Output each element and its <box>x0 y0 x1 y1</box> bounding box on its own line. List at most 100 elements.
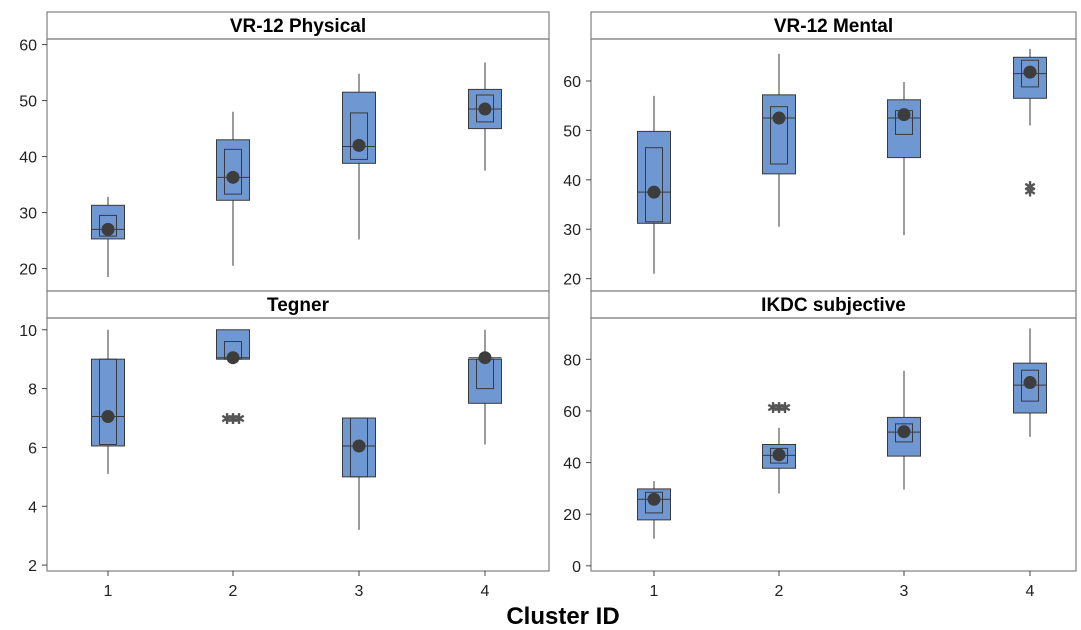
panel-strip <box>590 290 1077 319</box>
box-cluster-2: ✱✱✱ <box>762 399 796 494</box>
box-cluster-2: ✱✱✱ <box>216 329 250 428</box>
box-cluster-2 <box>762 53 796 227</box>
median-ci-box <box>895 423 913 443</box>
panel-title: VR-12 Physical <box>230 16 366 37</box>
box-cluster-4: ✱✱ <box>1013 48 1047 201</box>
plot-frame <box>46 317 550 572</box>
box-cluster-1 <box>637 95 671 274</box>
plot-frame <box>590 317 1077 572</box>
median-ci-box <box>645 147 663 223</box>
panel-strip <box>46 11 550 40</box>
panel-title: Tegner <box>267 295 330 316</box>
median-ci-box <box>224 148 242 195</box>
median-ci-box <box>99 214 117 237</box>
mean-marker <box>352 138 366 152</box>
mean-marker <box>101 222 115 236</box>
x-tick-label: 1 <box>104 583 113 600</box>
panel-1: VR-12 Physical 20 30 40 50 60 <box>19 11 550 292</box>
median-ci-box <box>645 491 663 514</box>
outlier-marker: ✱ <box>779 399 792 417</box>
median-ci-box <box>350 112 368 160</box>
box-cluster-3 <box>342 417 376 530</box>
box-cluster-2 <box>216 111 250 266</box>
y-tick-label: 8 <box>28 382 37 399</box>
median-ci-box <box>476 94 494 123</box>
mean-marker <box>226 351 240 365</box>
box-cluster-4 <box>1013 328 1047 437</box>
mean-marker <box>772 448 786 462</box>
outlier-marker: ✱ <box>227 410 240 428</box>
y-tick-label: 80 <box>563 352 581 369</box>
mean-marker <box>647 492 661 506</box>
y-tick-label: 50 <box>563 123 581 140</box>
mean-marker <box>772 111 786 125</box>
panel-strip <box>46 290 550 319</box>
iqr-box <box>468 358 502 404</box>
mean-marker <box>352 439 366 453</box>
y-tick-label: 30 <box>19 206 37 223</box>
iqr-box <box>342 91 376 164</box>
y-tick-label: 20 <box>563 507 581 524</box>
y-tick-label: 4 <box>28 499 37 516</box>
mean-marker <box>1023 65 1037 79</box>
box-cluster-4 <box>468 329 502 445</box>
y-tick-label: 40 <box>19 150 37 167</box>
iqr-box <box>637 130 671 224</box>
y-tick-label: 6 <box>28 440 37 457</box>
box-cluster-1 <box>91 196 125 277</box>
outlier-marker: ✱ <box>1024 183 1037 201</box>
y-tick-label: 60 <box>563 74 581 91</box>
panel-2: VR-12 Mental 20 30 40 50 60 ✱✱ <box>563 11 1077 292</box>
outlier-marker: ✱ <box>773 399 786 417</box>
x-tick-label: 3 <box>355 583 364 600</box>
panel-title: VR-12 Mental <box>774 16 893 37</box>
y-tick-label: 50 <box>19 94 37 111</box>
plot-frame <box>46 38 550 292</box>
y-tick-label: 60 <box>563 404 581 421</box>
x-tick-label: 2 <box>775 583 784 600</box>
outlier-marker: ✱ <box>767 399 780 417</box>
iqr-box <box>216 139 250 201</box>
median-ci-box <box>350 417 368 478</box>
y-tick-label: 0 <box>572 559 581 576</box>
mean-marker <box>478 351 492 365</box>
y-tick-label: 30 <box>563 222 581 239</box>
x-tick-label: 3 <box>900 583 909 600</box>
y-tick-label: 20 <box>19 262 37 279</box>
median-ci-box <box>1021 369 1039 402</box>
x-tick-label: 4 <box>481 583 490 600</box>
y-tick-label: 10 <box>19 323 37 340</box>
x-tick-label: 1 <box>650 583 659 600</box>
x-tick-label: 2 <box>229 583 238 600</box>
box-cluster-3 <box>887 81 921 236</box>
y-tick-label: 40 <box>563 456 581 473</box>
x-tick-label: 4 <box>1026 583 1035 600</box>
mean-marker <box>226 170 240 184</box>
median-ci-box <box>99 358 117 445</box>
box-cluster-3 <box>887 370 921 490</box>
box-cluster-3 <box>342 73 376 240</box>
box-cluster-1 <box>637 481 671 539</box>
mean-marker <box>1023 376 1037 390</box>
outlier-marker: ✱ <box>1024 178 1037 196</box>
iqr-box <box>762 94 796 175</box>
panel-strip <box>590 11 1077 40</box>
mean-marker <box>101 410 115 424</box>
mean-marker <box>647 185 661 199</box>
box-cluster-4 <box>468 62 502 171</box>
x-axis-title: Cluster ID <box>506 603 619 630</box>
box-cluster-1 <box>91 329 125 474</box>
mean-marker <box>478 102 492 116</box>
median-ci-box <box>770 106 788 165</box>
mean-marker <box>897 425 911 439</box>
panel-4: IKDC subjective 0 20 40 60 80 1 2 3 4 ✱✱✱ <box>563 290 1077 600</box>
mean-marker <box>897 108 911 122</box>
y-tick-label: 20 <box>563 272 581 289</box>
iqr-box <box>91 358 125 447</box>
outlier-marker: ✱ <box>233 410 246 428</box>
panel-title: IKDC subjective <box>761 295 906 316</box>
outlier-marker: ✱ <box>221 410 234 428</box>
y-tick-label: 60 <box>19 38 37 55</box>
